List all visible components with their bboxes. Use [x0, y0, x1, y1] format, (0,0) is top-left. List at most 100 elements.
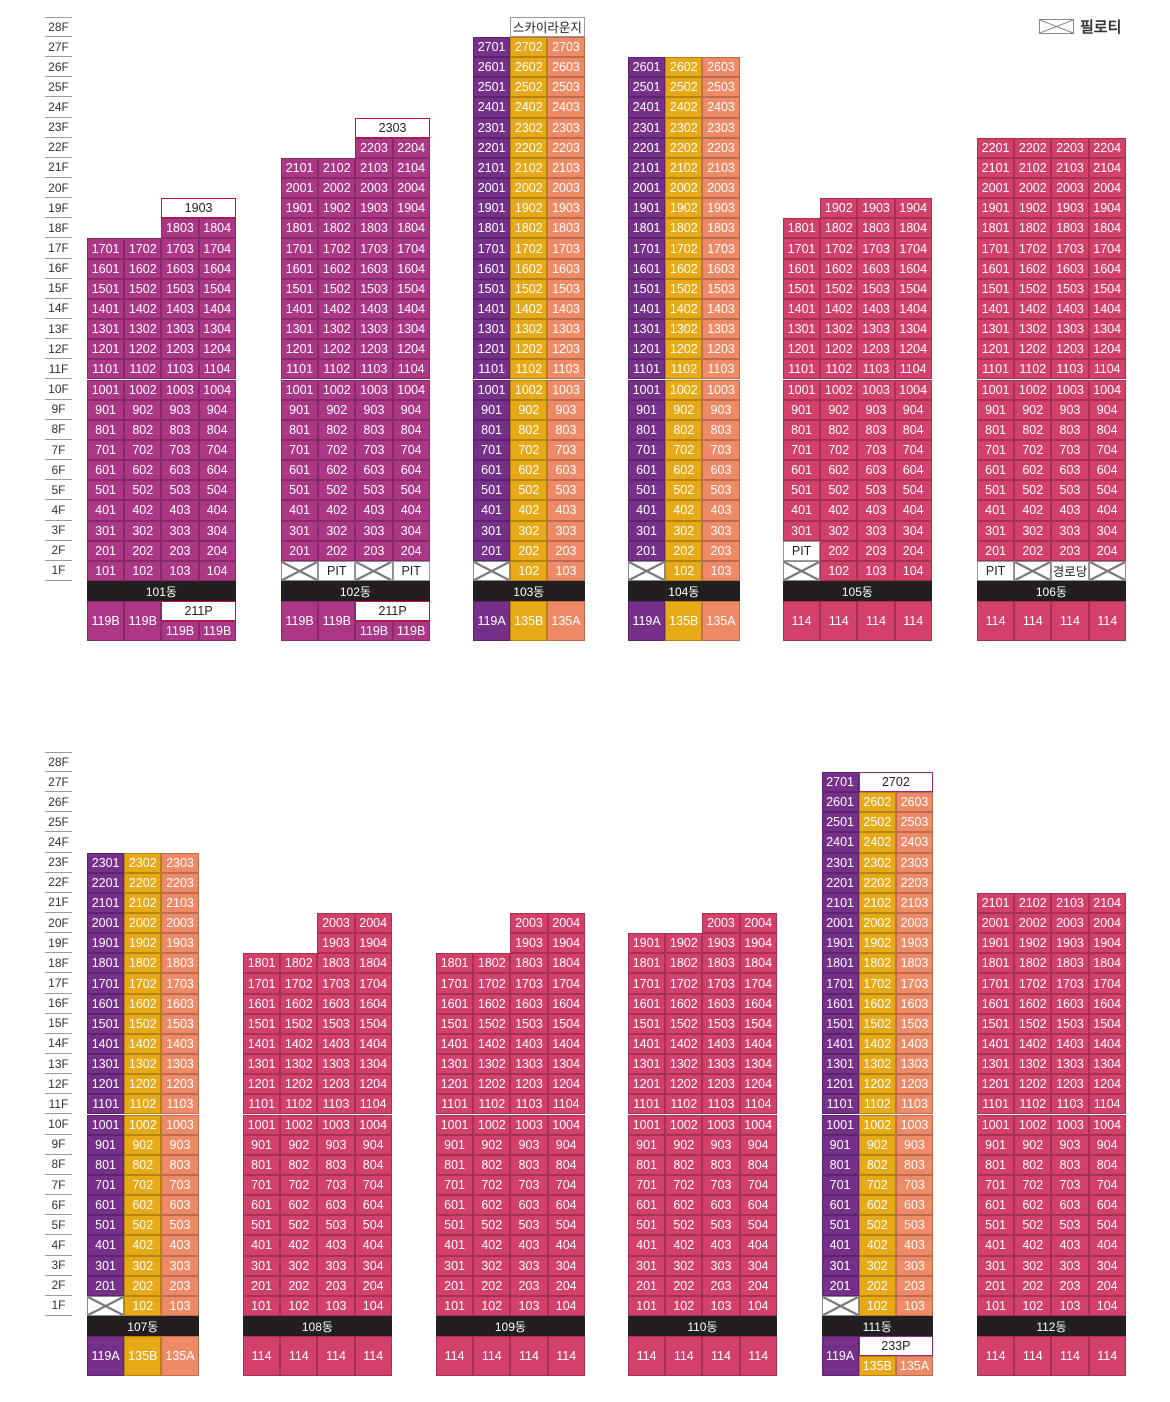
unit-cell: 1902 [1014, 933, 1052, 954]
unit-cell: 2703 [547, 36, 585, 58]
unit-cell: 1501 [281, 278, 319, 299]
unit-cell: 702 [665, 439, 703, 461]
unit-cell: 903 [895, 1134, 934, 1155]
unit-cell: 404 [1088, 1235, 1126, 1256]
unit-cell: 703 [161, 439, 199, 461]
unit-cell: 403 [857, 500, 895, 521]
unit-cell: 1803 [317, 953, 355, 974]
unit-cell: 903 [317, 1134, 355, 1155]
unit-cell: 1901 [281, 198, 319, 219]
unit-cell: 1003 [547, 379, 585, 400]
unit-cell: 902 [473, 1134, 511, 1155]
unit-cell: 1302 [1014, 319, 1052, 340]
unit-cell: 103 [895, 1295, 934, 1316]
unit-cell: 1004 [547, 1114, 585, 1135]
unit-cell: 1004 [392, 379, 430, 400]
unit-cell: 1002 [665, 379, 703, 400]
unit-cell: 1703 [1051, 973, 1089, 994]
unit-cell: 1504 [739, 1013, 777, 1034]
unit-cell: 1603 [510, 993, 548, 1014]
unit-cell: 604 [1088, 1195, 1126, 1216]
reserved-unit-box: 2303 [355, 117, 430, 138]
unit-cell: 1503 [895, 1013, 934, 1034]
floor-label: 16F [45, 994, 72, 1014]
unit-type-cell: 114 [857, 601, 895, 642]
unit-cell: 603 [161, 460, 199, 481]
floor-label: 18F [45, 953, 72, 974]
unit-cell: 804 [1088, 1154, 1126, 1175]
unit-cell: 903 [161, 1134, 199, 1155]
piloti-cell [355, 560, 393, 581]
unit-cell: 1301 [783, 319, 821, 340]
unit-cell: 303 [702, 520, 740, 541]
unit-type-cell: 114 [1088, 1336, 1126, 1377]
unit-cell: 701 [87, 439, 125, 461]
unit-cell: 303 [1051, 520, 1089, 541]
unit-cell: 103 [161, 1295, 199, 1316]
unit-type-cell: 119A [473, 601, 511, 642]
unit-type-cell: 119B [318, 601, 356, 642]
unit-cell: 904 [392, 399, 430, 420]
unit-cell: 401 [628, 1235, 666, 1256]
unit-cell: 1101 [977, 1094, 1015, 1115]
unit-cell: 1603 [895, 993, 934, 1014]
unit-cell: 202 [665, 540, 703, 561]
unit-cell: 1403 [161, 1033, 199, 1055]
unit-cell: 2602 [510, 57, 548, 78]
unit-cell: 2502 [858, 812, 896, 833]
unit-cell: 2004 [354, 913, 392, 934]
unit-cell: 2503 [702, 77, 740, 98]
unit-cell: 1203 [355, 339, 393, 360]
unit-cell: 301 [243, 1255, 281, 1276]
unit-cell: 603 [1051, 460, 1089, 481]
unit-cell: 1502 [820, 278, 858, 299]
unit-cell: 1603 [702, 993, 740, 1014]
building: 2003 2004 1903 1904 1801 1802 1803 1804 1701 1702… [243, 0, 392, 1402]
piloti-icon [1090, 562, 1125, 580]
unit-cell: 1302 [858, 1054, 896, 1075]
unit-cell: 904 [547, 1134, 585, 1155]
unit-cell: 1004 [739, 1114, 777, 1135]
unit-cell: 1204 [392, 339, 430, 360]
unit-cell: 503 [702, 480, 740, 501]
unit-cell: 903 [355, 399, 393, 420]
unit-cell: 804 [547, 1154, 585, 1175]
unit-cell: 1203 [317, 1074, 355, 1095]
unit-cell: 301 [628, 1255, 666, 1276]
unit-cell: 1604 [354, 993, 392, 1014]
unit-cell: 802 [473, 1154, 511, 1175]
unit-cell: 1701 [473, 238, 511, 259]
unit-type-cell: 114 [1014, 1336, 1052, 1377]
unit-cell: 302 [858, 1255, 896, 1276]
building-label: 103동 [473, 581, 585, 602]
unit-cell: 401 [783, 500, 821, 521]
unit-cell: 1603 [1051, 258, 1089, 279]
floor-label: 2F [45, 1276, 72, 1296]
unit-cell: 101 [243, 1295, 281, 1316]
unit-cell: 303 [1051, 1255, 1089, 1276]
floor-label: 17F [45, 238, 72, 259]
unit-cell: 1402 [665, 298, 703, 320]
unit-cell: 1301 [821, 1054, 859, 1075]
unit-cell: 603 [317, 1195, 355, 1216]
unit-type-cell: 114 [510, 1336, 548, 1377]
unit-cell: 504 [392, 480, 430, 501]
floor-label: 9F [45, 1135, 72, 1155]
unit-cell: 1803 [702, 218, 740, 239]
unit-cell: 1703 [355, 238, 393, 259]
building-label: 106동 [977, 581, 1126, 602]
unit-cell: 403 [895, 1235, 934, 1256]
unit-cell: 2602 [665, 57, 703, 78]
unit-cell: 1302 [280, 1054, 318, 1075]
floor-label: 27F [45, 772, 72, 793]
unit-cell: 803 [355, 419, 393, 440]
unit-type-cell: 114 [977, 601, 1015, 642]
unit-cell: 202 [1014, 540, 1052, 561]
unit-cell: 1103 [857, 359, 895, 380]
unit-cell: 703 [355, 439, 393, 461]
unit-cell: 1701 [87, 238, 125, 259]
unit-cell: 1103 [317, 1094, 355, 1115]
unit-cell: 402 [318, 500, 356, 521]
unit-cell: 402 [1014, 1235, 1052, 1256]
unit-cell: 1202 [473, 1074, 511, 1095]
